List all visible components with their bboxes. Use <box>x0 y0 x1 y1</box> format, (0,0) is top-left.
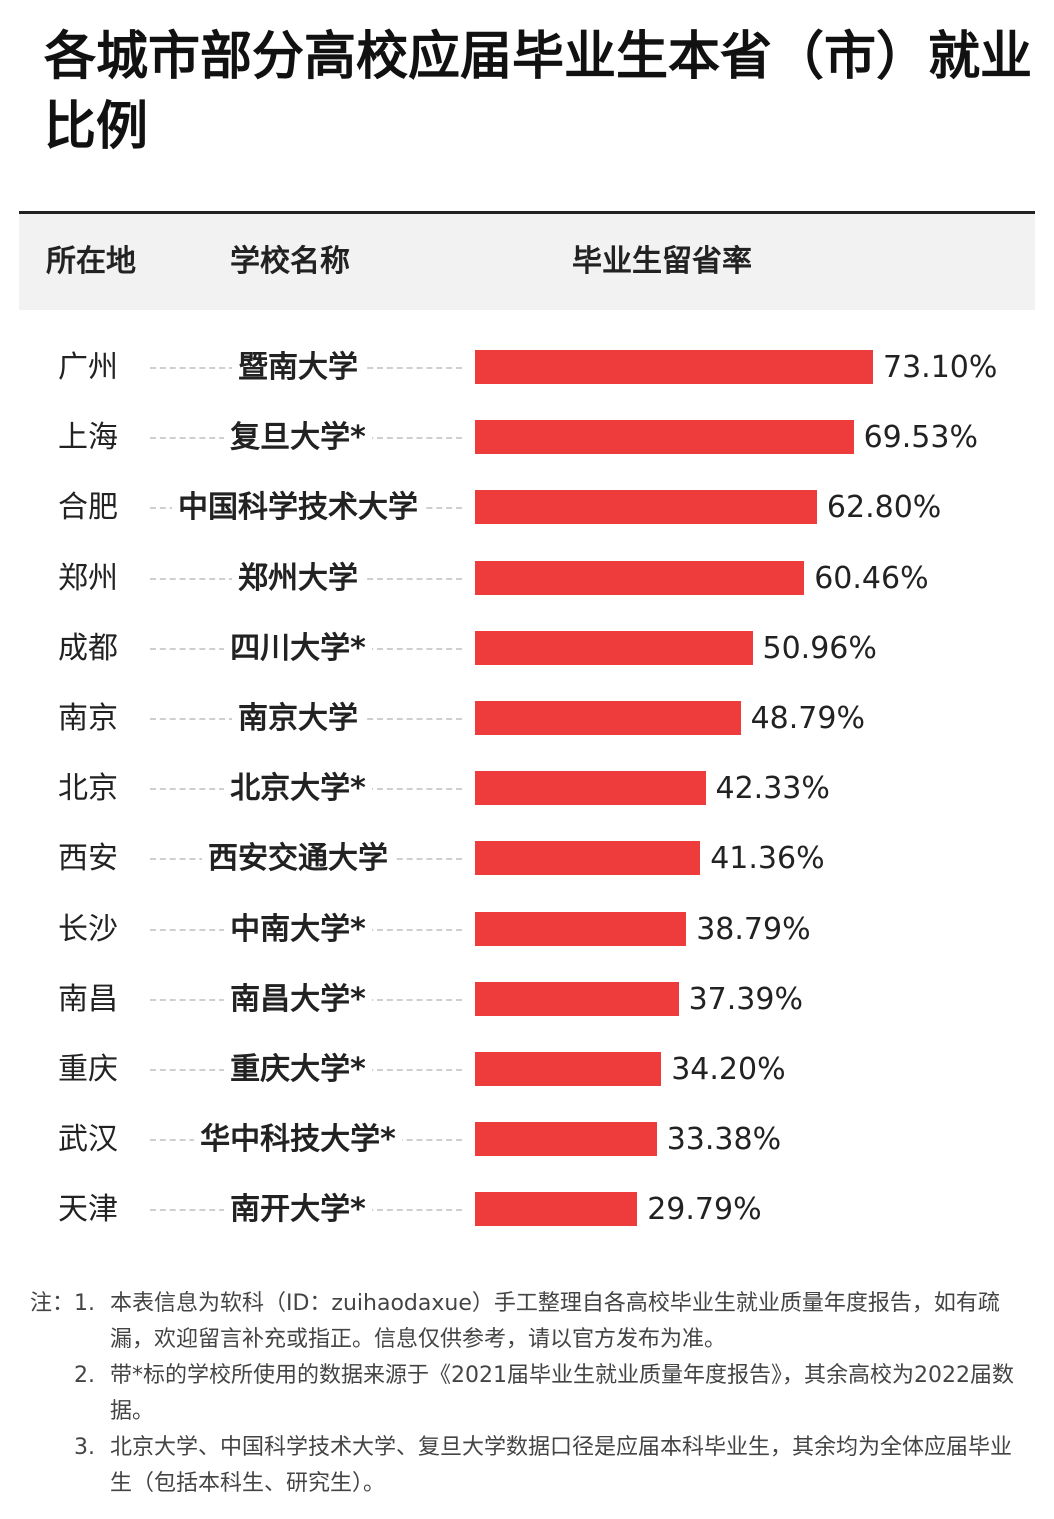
bar <box>475 420 854 455</box>
table-row: 成都 四川大学* 50.96% <box>0 630 1054 701</box>
table-row: 南昌 南昌大学* 37.39% <box>0 981 1054 1052</box>
data-label: 29.79% <box>647 1192 762 1228</box>
bar <box>475 911 687 946</box>
data-label: 33.38% <box>666 1122 782 1158</box>
city-label: 武汉 <box>58 1122 118 1158</box>
bar <box>475 350 873 384</box>
school-label: 暨南大学 <box>160 350 436 386</box>
bar <box>475 490 817 525</box>
data-label: 42.33% <box>715 771 830 807</box>
city-label: 合肥 <box>58 490 118 526</box>
table-row: 长沙 中南大学* 38.79% <box>0 911 1054 982</box>
bar <box>475 841 701 876</box>
city-label: 天津 <box>58 1192 118 1228</box>
data-label: 60.46% <box>814 560 929 596</box>
footnote-item: 注： 1. 本表信息为软科（ID：zuihaodaxue）手工整理自各高校毕业生就业… <box>30 1286 1030 1358</box>
bar <box>475 560 805 595</box>
table-row: 南京 南京大学 48.79% <box>0 701 1054 771</box>
footnote-text: 带*标的学校所使用的数据来源于《2021届毕业生就业质量年度报告》，其余高校为2… <box>110 1363 1014 1424</box>
city-label: 南京 <box>58 701 118 736</box>
school-label: 北京大学* <box>160 771 436 807</box>
table-row: 广州 暨南大学 73.10% <box>0 350 1054 420</box>
data-label: 37.39% <box>688 981 803 1017</box>
school-label: 西安交通大学 <box>160 841 436 877</box>
school-label: 重庆大学* <box>160 1052 436 1088</box>
table-row: 天津 南开大学* 29.79% <box>0 1192 1054 1262</box>
footnote-item: 3. 北京大学、中国科学技术大学、复旦大学数据口径是应届本科毕业生，其余均为全体应… <box>30 1430 1030 1502</box>
bar <box>475 1052 662 1086</box>
data-label: 73.10% <box>883 350 998 385</box>
school-label: 华中科技大学* <box>160 1122 436 1158</box>
bar <box>475 630 753 665</box>
table-row: 上海 复旦大学* 69.53% <box>0 420 1054 490</box>
data-label: 50.96% <box>762 630 877 666</box>
footnote-text: 北京大学、中国科学技术大学、复旦大学数据口径是应届本科毕业生，其余均为全体应届毕… <box>110 1435 1013 1496</box>
city-label: 郑州 <box>58 560 118 596</box>
column-header-rate: 毕业生留省率 <box>572 244 752 279</box>
table-row: 北京 北京大学* 42.33% <box>0 771 1054 841</box>
school-label: 中国科学技术大学 <box>160 490 436 526</box>
footnote-number: 2. <box>74 1363 95 1388</box>
city-label: 成都 <box>58 630 118 666</box>
city-label: 广州 <box>58 350 118 385</box>
bar <box>475 1122 657 1157</box>
column-header-city: 所在地 <box>46 244 136 279</box>
bar <box>475 771 706 806</box>
table-row: 重庆 重庆大学* 34.20% <box>0 1052 1054 1122</box>
footnote-number: 3. <box>74 1435 95 1460</box>
school-label: 中南大学* <box>160 911 436 948</box>
footnote-item: 2. 带*标的学校所使用的数据来源于《2021届毕业生就业质量年度报告》，其余高校… <box>30 1358 1030 1430</box>
table-row: 西安 西安交通大学 41.36% <box>0 841 1054 911</box>
header-top-rule <box>19 211 1035 214</box>
school-label: 复旦大学* <box>160 420 436 456</box>
table-header: 所在地 学校名称 毕业生留省率 <box>19 214 1035 310</box>
city-label: 长沙 <box>58 911 118 947</box>
data-label: 41.36% <box>710 841 825 877</box>
bar <box>475 981 679 1016</box>
city-label: 北京 <box>58 771 118 807</box>
data-label: 69.53% <box>863 420 978 456</box>
footnotes: 注： 1. 本表信息为软科（ID：zuihaodaxue）手工整理自各高校毕业生就业… <box>30 1286 1030 1502</box>
school-label: 南京大学 <box>160 701 436 737</box>
city-label: 西安 <box>58 841 118 877</box>
school-label: 郑州大学 <box>160 560 436 597</box>
footnote-number: 1. <box>74 1291 95 1316</box>
school-label: 南开大学* <box>160 1192 436 1228</box>
footnote-prefix: 注： <box>30 1291 75 1316</box>
school-label: 四川大学* <box>160 630 436 667</box>
table-row: 武汉 华中科技大学* 33.38% <box>0 1122 1054 1192</box>
table-row: 合肥 中国科学技术大学 62.80% <box>0 490 1054 560</box>
city-label: 上海 <box>58 420 118 456</box>
page-title: 各城市部分高校应届毕业生本省（市）就业比例 <box>44 27 1033 157</box>
table-row: 郑州 郑州大学 60.46% <box>0 560 1054 631</box>
footnote-text: 本表信息为软科（ID：zuihaodaxue）手工整理自各高校毕业生就业质量年度… <box>110 1291 1000 1352</box>
bar <box>475 701 741 735</box>
city-label: 重庆 <box>58 1052 118 1087</box>
city-label: 南昌 <box>58 981 118 1017</box>
school-label: 南昌大学* <box>160 981 436 1018</box>
data-label: 62.80% <box>826 490 942 526</box>
data-label: 48.79% <box>750 701 865 736</box>
data-label: 38.79% <box>696 911 811 947</box>
column-header-school: 学校名称 <box>230 244 350 279</box>
data-label: 34.20% <box>671 1052 786 1087</box>
bar <box>475 1192 638 1227</box>
